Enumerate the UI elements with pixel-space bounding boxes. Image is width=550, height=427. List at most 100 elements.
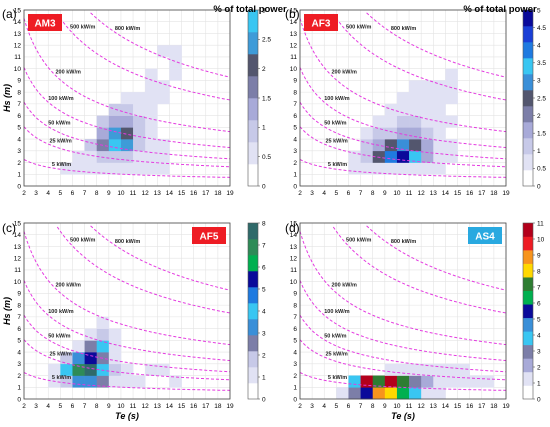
power-contour-line	[299, 339, 507, 381]
y-tick-label: 9	[293, 291, 297, 298]
power-contour-line	[299, 372, 507, 391]
heatmap-cell	[72, 352, 85, 365]
heatmap-cell	[348, 387, 361, 400]
x-tick-label: 10	[117, 403, 125, 410]
colorbar-tick-label: 9	[537, 252, 541, 259]
x-tick-label: 4	[322, 403, 326, 410]
colorbar-tick-label: 5	[537, 316, 541, 323]
x-tick-label: 8	[95, 190, 99, 197]
power-contour-label: 25 kW/m	[325, 139, 347, 145]
power-contour-label: 50 kW/m	[324, 334, 346, 340]
heatmap-cells	[60, 45, 182, 175]
heatmap-cell	[445, 80, 458, 93]
colorbar-swatch	[523, 371, 533, 386]
heatmap-cell	[396, 139, 410, 152]
y-tick-label: 5	[293, 125, 297, 132]
y-tick-label: 6	[293, 113, 297, 120]
heatmap-cell	[96, 127, 110, 140]
colorbar-tick-label: 5	[537, 7, 541, 14]
heatmap-cell	[108, 103, 122, 116]
x-tick-label: 7	[359, 403, 363, 410]
heatmap-cell	[384, 162, 398, 175]
power-contour-line	[299, 126, 507, 168]
heatmap-cell	[433, 127, 446, 140]
heatmap-cell	[145, 103, 158, 116]
x-tick-label: 16	[190, 190, 198, 197]
heatmap-cell	[384, 150, 398, 163]
heatmap-cell	[384, 127, 398, 140]
x-tick-label: 5	[59, 190, 63, 197]
y-tick-label: 1	[293, 385, 297, 392]
heatmap-cell	[72, 162, 85, 175]
colorbar-swatch	[523, 331, 533, 346]
x-tick-label: 6	[71, 403, 75, 410]
y-tick-label: 7	[17, 101, 21, 108]
power-contour-line	[299, 67, 507, 148]
heatmap-cell	[396, 375, 410, 388]
x-tick-label: 13	[154, 403, 162, 410]
x-tick-label: 15	[178, 403, 186, 410]
heatmap-cell	[133, 375, 146, 388]
power-contour-line	[23, 18, 231, 133]
x-tick-label: 17	[202, 190, 210, 197]
heatmap-cell	[145, 150, 158, 163]
colorbar-tick-label: 4.5	[537, 25, 546, 32]
heatmap-cell	[120, 103, 134, 116]
heatmap-cell	[157, 45, 170, 58]
heatmap-cell	[120, 162, 134, 175]
colorbar-frame	[522, 222, 534, 400]
heatmap-cell	[169, 375, 182, 388]
power-contour-line	[332, 13, 507, 101]
heatmap-cell	[133, 103, 146, 116]
colorbar-swatch	[248, 255, 258, 272]
heatmap-cell	[409, 375, 422, 388]
heatmap-cell	[445, 375, 458, 388]
power-contour-label: 500 kW/m	[346, 237, 371, 243]
power-contour-label: 100 kW/m	[324, 96, 349, 102]
y-tick-label: 14	[290, 19, 298, 26]
colorbar-tick-label: 3	[537, 348, 541, 355]
x-tick-labels: 2 3 4 5 6 7 8 9 10 11 12 13 14 15 16 17 18 19	[22, 190, 234, 197]
power-contour-label: 800 kW/m	[391, 26, 416, 32]
colorbar-swatch	[523, 42, 533, 59]
y-tick-label: 1	[293, 172, 297, 179]
colorbar-tick-label: 11	[537, 220, 544, 227]
x-tick-label: 14	[166, 190, 174, 197]
heatmap-cell	[457, 363, 470, 376]
x-tick-label: 17	[478, 190, 486, 197]
heatmap-cell	[409, 387, 422, 400]
x-tick-label: 4	[46, 190, 50, 197]
colorbar-swatch	[248, 54, 258, 77]
colorbar-swatch	[248, 164, 258, 187]
heatmap-cell	[157, 363, 170, 376]
x-tick-label: 7	[359, 190, 363, 197]
y-tick-label: 2	[293, 373, 297, 380]
heatmap-cell	[336, 387, 349, 400]
heatmap-cell	[133, 115, 146, 128]
colorbar-tick-label: 1	[262, 125, 266, 132]
y-tick-label: 8	[293, 302, 297, 309]
heatmap-cell	[396, 387, 410, 400]
power-contour-label: 100 kW/m	[48, 96, 73, 102]
colorbar-tick-label: 1	[262, 374, 266, 381]
power-contour-label: 800 kW/m	[391, 239, 416, 245]
heatmap-cell	[84, 162, 98, 175]
heatmap-cell	[384, 375, 398, 388]
heatmap-cell	[372, 115, 386, 128]
station-badge-label: AF3	[312, 19, 331, 30]
heatmap-cell	[433, 150, 446, 163]
y-tick-label: 8	[293, 89, 297, 96]
heatmap-cell	[84, 375, 98, 388]
heatmap-cell	[384, 387, 398, 400]
power-contour-label: 100 kW/m	[48, 309, 73, 315]
station-badge: AF5	[192, 227, 226, 244]
colorbar-tick-label: 2	[537, 364, 541, 371]
x-tick-label: 19	[502, 403, 510, 410]
x-tick-label: 6	[347, 190, 351, 197]
colorbar-tick-label: 3	[262, 7, 266, 14]
heatmap-cell	[409, 363, 422, 376]
power-contour-label: 200 kW/m	[332, 282, 357, 288]
